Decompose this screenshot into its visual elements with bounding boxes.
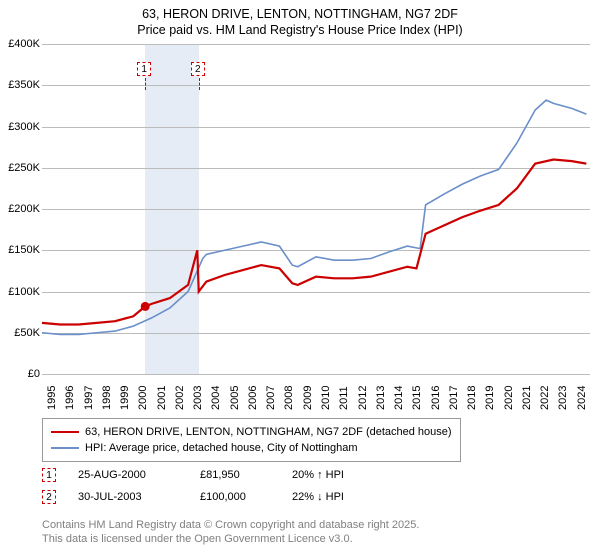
xtick-label: 2005 bbox=[229, 386, 241, 410]
title-address: 63, HERON DRIVE, LENTON, NOTTINGHAM, NG7… bbox=[0, 6, 600, 22]
xtick-label: 2017 bbox=[448, 386, 460, 410]
sale-marker-line bbox=[145, 78, 146, 90]
legend-row-property: 63, HERON DRIVE, LENTON, NOTTINGHAM, NG7… bbox=[51, 424, 452, 440]
legend-label-hpi: HPI: Average price, detached house, City… bbox=[85, 442, 358, 454]
xtick-label: 2018 bbox=[466, 386, 478, 410]
series-line-hpi bbox=[42, 100, 586, 334]
xtick-label: 2014 bbox=[393, 386, 405, 410]
chart-container: 63, HERON DRIVE, LENTON, NOTTINGHAM, NG7… bbox=[0, 0, 600, 560]
xtick-label: 2012 bbox=[357, 386, 369, 410]
xtick-label: 2019 bbox=[484, 386, 496, 410]
sale-price: £81,950 bbox=[200, 469, 270, 481]
xtick-label: 2016 bbox=[430, 386, 442, 410]
ytick-label: £0 bbox=[0, 368, 40, 380]
xtick-label: 2000 bbox=[137, 386, 149, 410]
xtick-label: 1996 bbox=[64, 386, 76, 410]
xtick-label: 1995 bbox=[46, 386, 58, 410]
ytick-label: £150K bbox=[0, 244, 40, 256]
xtick-label: 2013 bbox=[375, 386, 387, 410]
sale-row: 2 30-JUL-2003 £100,000 22% ↓ HPI bbox=[42, 488, 344, 506]
attribution-line2: This data is licensed under the Open Gov… bbox=[42, 532, 419, 546]
sale-delta: 22% ↓ HPI bbox=[292, 491, 344, 503]
title-subtitle: Price paid vs. HM Land Registry's House … bbox=[0, 22, 600, 38]
legend-row-hpi: HPI: Average price, detached house, City… bbox=[51, 440, 452, 456]
ytick-label: £250K bbox=[0, 162, 40, 174]
xtick-label: 2021 bbox=[521, 386, 533, 410]
ytick-label: £100K bbox=[0, 286, 40, 298]
gridline bbox=[42, 374, 590, 375]
xtick-label: 2023 bbox=[557, 386, 569, 410]
ytick-label: £50K bbox=[0, 327, 40, 339]
xtick-label: 2002 bbox=[174, 386, 186, 410]
xtick-label: 2015 bbox=[411, 386, 423, 410]
xtick-label: 1997 bbox=[83, 386, 95, 410]
xtick-label: 2011 bbox=[338, 386, 350, 410]
ytick-label: £300K bbox=[0, 121, 40, 133]
xtick-label: 2007 bbox=[265, 386, 277, 410]
ytick-label: £350K bbox=[0, 79, 40, 91]
xtick-label: 2006 bbox=[247, 386, 259, 410]
sale-delta: 20% ↑ HPI bbox=[292, 469, 344, 481]
sale-row-marker: 1 bbox=[42, 468, 56, 482]
legend-label-property: 63, HERON DRIVE, LENTON, NOTTINGHAM, NG7… bbox=[85, 426, 452, 438]
xtick-label: 2010 bbox=[320, 386, 332, 410]
sale-marker: 2 bbox=[191, 62, 205, 76]
xtick-label: 1999 bbox=[119, 386, 131, 410]
xtick-label: 2001 bbox=[156, 386, 168, 410]
plot-area bbox=[42, 44, 590, 374]
attribution-line1: Contains HM Land Registry data © Crown c… bbox=[42, 518, 419, 532]
sale-marker-line bbox=[199, 78, 200, 90]
series-svg bbox=[42, 44, 590, 374]
sale-row: 1 25-AUG-2000 £81,950 20% ↑ HPI bbox=[42, 466, 344, 484]
xtick-label: 2022 bbox=[539, 386, 551, 410]
xtick-label: 2024 bbox=[576, 386, 588, 410]
legend: 63, HERON DRIVE, LENTON, NOTTINGHAM, NG7… bbox=[42, 418, 461, 462]
xtick-label: 2009 bbox=[302, 386, 314, 410]
legend-swatch-property bbox=[51, 431, 79, 434]
sale-marker: 1 bbox=[137, 62, 151, 76]
title-block: 63, HERON DRIVE, LENTON, NOTTINGHAM, NG7… bbox=[0, 0, 600, 39]
attribution: Contains HM Land Registry data © Crown c… bbox=[42, 518, 419, 547]
sale-date: 25-AUG-2000 bbox=[78, 469, 178, 481]
legend-swatch-hpi bbox=[51, 447, 79, 449]
sales-table: 1 25-AUG-2000 £81,950 20% ↑ HPI 2 30-JUL-2003… bbox=[42, 466, 344, 510]
xtick-label: 2004 bbox=[210, 386, 222, 410]
xtick-label: 2003 bbox=[192, 386, 204, 410]
xtick-label: 2008 bbox=[283, 386, 295, 410]
sale-row-marker: 2 bbox=[42, 490, 56, 504]
sale-dot bbox=[141, 302, 150, 311]
ytick-label: £400K bbox=[0, 38, 40, 50]
xtick-label: 1998 bbox=[101, 386, 113, 410]
sale-price: £100,000 bbox=[200, 491, 270, 503]
series-line-property bbox=[42, 160, 586, 325]
xtick-label: 2020 bbox=[503, 386, 515, 410]
ytick-label: £200K bbox=[0, 203, 40, 215]
sale-date: 30-JUL-2003 bbox=[78, 491, 178, 503]
